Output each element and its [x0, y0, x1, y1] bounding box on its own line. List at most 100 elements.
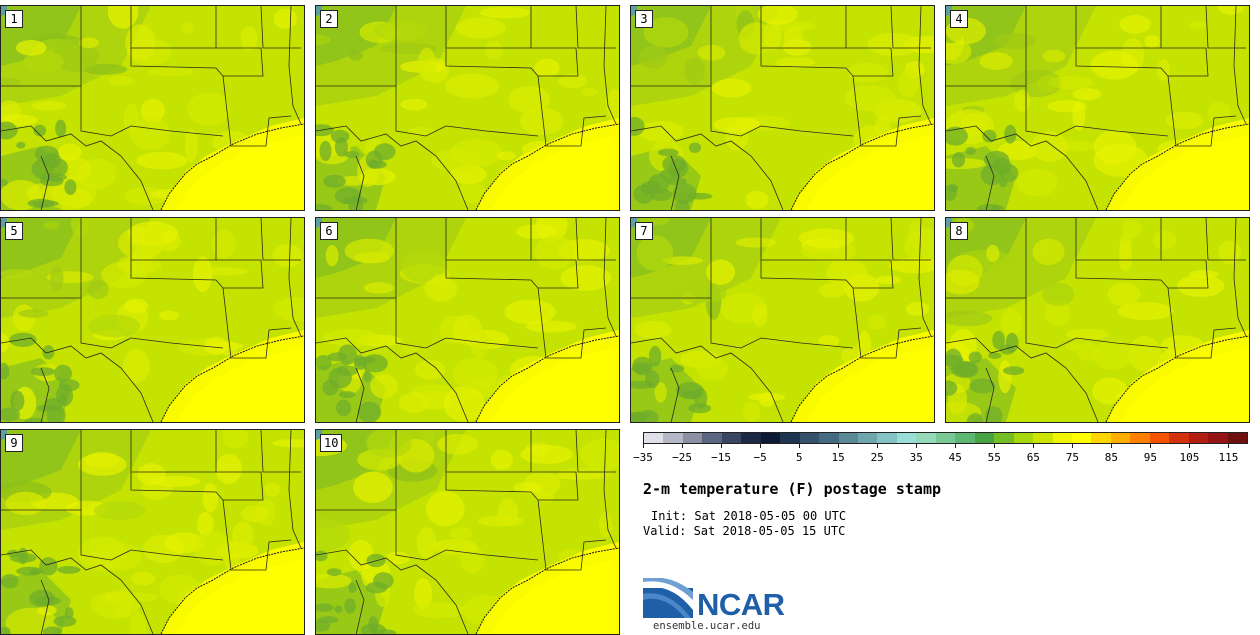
colorbar-swatch: [1169, 433, 1189, 443]
colorbar-swatch: [663, 433, 683, 443]
colorbar-tick-label: 5: [795, 451, 803, 464]
temperature-map: [1, 430, 304, 634]
colorbar-tick-label: 105: [1179, 451, 1200, 464]
colorbar-tick-label: 45: [948, 451, 962, 464]
colorbar-tick-label: −5: [753, 451, 767, 464]
colorbar-tick: [916, 444, 918, 448]
colorbar-swatch: [877, 433, 897, 443]
plot-title: 2-m temperature (F) postage stamp: [643, 480, 942, 498]
colorbar-tick: [1033, 444, 1035, 448]
colorbar-swatch: [780, 433, 800, 443]
colorbar-tick: [1228, 444, 1230, 448]
temperature-map: [1, 218, 304, 422]
member-panel[interactable]: 5: [0, 217, 305, 423]
colorbar-swatch: [1091, 433, 1111, 443]
colorbar-swatch: [1071, 433, 1092, 443]
colorbar-swatch: [1033, 433, 1053, 443]
init-time: Init: Sat 2018-05-05 00 UTC: [651, 509, 847, 523]
colorbar-ticks: −35 −25 −15 −5 5 15 25 35 45 55 65 75 85 95 105 115: [633, 444, 1248, 466]
colorbar-tick-label: 115: [1218, 451, 1239, 464]
member-panel[interactable]: 6: [315, 217, 620, 423]
colorbar-swatch: [644, 433, 664, 443]
member-label: 1: [5, 10, 23, 28]
temperature-map: [1, 6, 304, 210]
colorbar-tick-label: −35: [633, 451, 653, 464]
colorbar-swatch: [760, 433, 781, 443]
colorbar-tick-label: 65: [1026, 451, 1040, 464]
member-label: 8: [950, 222, 968, 240]
temperature-map: [316, 430, 619, 634]
colorbar-swatch: [721, 433, 742, 443]
colorbar-swatch: [819, 433, 839, 443]
colorbar-tick-label: 15: [831, 451, 845, 464]
colorbar-tick-label: −25: [672, 451, 692, 464]
member-label: 4: [950, 10, 968, 28]
member-panel[interactable]: 3: [630, 5, 935, 211]
colorbar-swatch: [1227, 433, 1248, 443]
colorbar-swatch: [1013, 433, 1034, 443]
temperature-map: [946, 6, 1249, 210]
colorbar: [643, 432, 1248, 444]
colorbar-tick: [955, 444, 957, 448]
member-label: 9: [5, 434, 23, 452]
colorbar-tick: [877, 444, 879, 448]
colorbar-tick: [682, 444, 684, 448]
member-panel[interactable]: 8: [945, 217, 1250, 423]
site-url[interactable]: ensemble.ucar.edu: [653, 620, 761, 632]
colorbar-swatch: [1208, 433, 1228, 443]
member-panel[interactable]: 4: [945, 5, 1250, 211]
member-label: 5: [5, 222, 23, 240]
colorbar-swatch: [1188, 433, 1209, 443]
member-panel[interactable]: 2: [315, 5, 620, 211]
colorbar-swatch: [916, 433, 936, 443]
colorbar-tick: [1189, 444, 1191, 448]
colorbar-swatch: [682, 433, 703, 443]
colorbar-swatch: [1149, 433, 1170, 443]
temperature-map: [631, 218, 934, 422]
colorbar-tick-label: 25: [870, 451, 884, 464]
member-label: 2: [320, 10, 338, 28]
colorbar-tick-label: 75: [1065, 451, 1079, 464]
colorbar-swatch: [1110, 433, 1131, 443]
temperature-map: [946, 218, 1249, 422]
colorbar-tick: [799, 444, 801, 448]
colorbar-swatch: [955, 433, 975, 443]
colorbar-swatch: [1052, 433, 1072, 443]
colorbar-swatch: [1130, 433, 1150, 443]
colorbar-tick: [1072, 444, 1074, 448]
member-label: 6: [320, 222, 338, 240]
member-panel[interactable]: 10: [315, 429, 620, 635]
colorbar-tick-label: 55: [987, 451, 1001, 464]
colorbar-tick: [643, 444, 644, 448]
colorbar-tick-label: 35: [909, 451, 923, 464]
colorbar-swatch: [838, 433, 858, 443]
ncar-logo-icon: [643, 578, 693, 618]
temperature-map: [631, 6, 934, 210]
colorbar-swatch: [935, 433, 956, 443]
colorbar-swatch: [702, 433, 722, 443]
colorbar-swatch: [994, 433, 1014, 443]
member-label: 3: [635, 10, 653, 28]
member-label: 7: [635, 222, 653, 240]
member-label: 10: [320, 434, 343, 452]
colorbar-tick: [1111, 444, 1113, 448]
colorbar-tick: [994, 444, 996, 448]
colorbar-tick-label: 85: [1104, 451, 1118, 464]
member-panel[interactable]: 9: [0, 429, 305, 635]
colorbar-tick: [760, 444, 762, 448]
colorbar-tick: [721, 444, 723, 448]
colorbar-swatch: [741, 433, 761, 443]
temperature-map: [316, 6, 619, 210]
valid-time: Valid: Sat 2018-05-05 15 UTC: [643, 524, 846, 538]
colorbar-tick-label: −15: [711, 451, 731, 464]
temperature-map: [316, 218, 619, 422]
member-panel[interactable]: 7: [630, 217, 935, 423]
colorbar-tick: [1150, 444, 1152, 448]
colorbar-swatch: [896, 433, 917, 443]
colorbar-swatch: [799, 433, 820, 443]
colorbar-swatch: [857, 433, 878, 443]
colorbar-tick: [838, 444, 840, 448]
member-panel[interactable]: 1: [0, 5, 305, 211]
colorbar-tick-label: 95: [1143, 451, 1158, 464]
colorbar-swatch: [974, 433, 995, 443]
